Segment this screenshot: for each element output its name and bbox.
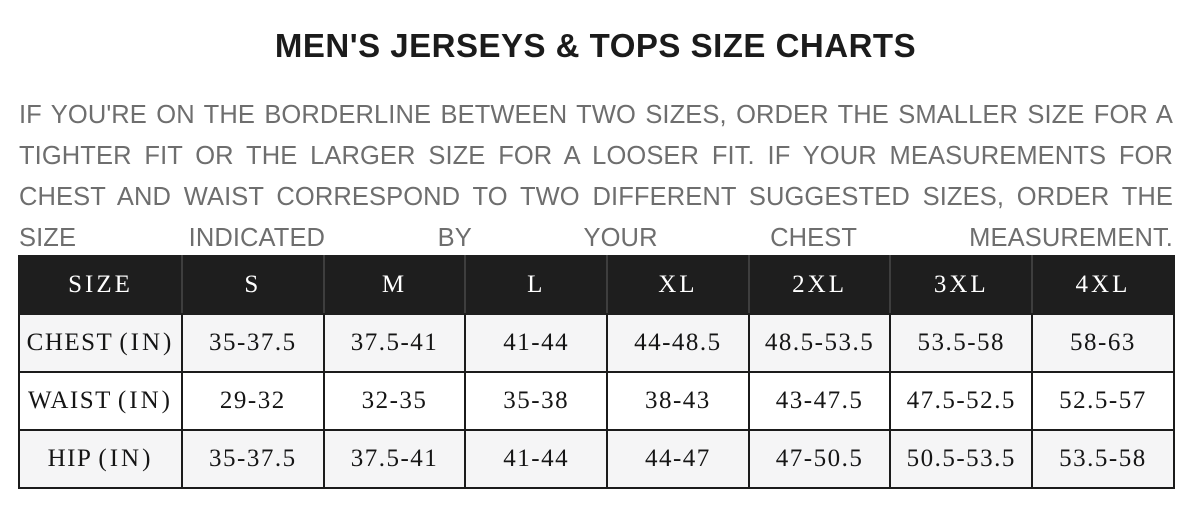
column-header-m: M (322, 255, 467, 315)
table-body: CHEST (IN) 35-37.5 37.5-41 41-44 44-48.5 … (18, 313, 1175, 489)
cell-waist-s: 29-32 (181, 371, 325, 431)
cell-hip-s: 35-37.5 (181, 429, 325, 489)
sizing-instructions-note: IF YOU'RE ON THE BORDERLINE BETWEEN TWO … (19, 101, 1173, 252)
row-unit-text: (IN) (98, 445, 154, 472)
column-header-xl: XL (606, 255, 750, 315)
cell-chest-xl: 44-48.5 (606, 313, 750, 373)
page-title: MEN'S JERSEYS & TOPS SIZE CHARTS (274, 27, 917, 64)
cell-hip-4xl: 53.5-58 (1031, 429, 1175, 489)
column-header-4xl: 4XL (1031, 255, 1175, 315)
cell-waist-l: 35-38 (464, 371, 609, 431)
table-header: SIZE S M L XL 2XL 3XL 4XL (18, 255, 1175, 315)
size-chart-table: SIZE S M L XL 2XL 3XL 4XL CHEST (IN) 35-3… (18, 255, 1175, 489)
cell-waist-3xl: 47.5-52.5 (889, 371, 1034, 431)
column-header-l: L (464, 255, 609, 315)
table-row: HIP (IN) 35-37.5 37.5-41 41-44 44-47 47-5… (18, 429, 1175, 489)
table-header-row: SIZE S M L XL 2XL 3XL 4XL (18, 255, 1175, 315)
column-header-2xl: 2XL (747, 255, 892, 315)
cell-waist-xl: 38-43 (606, 371, 750, 431)
row-label-chest: CHEST (IN) (18, 313, 183, 373)
cell-hip-m: 37.5-41 (322, 429, 467, 489)
table-row: CHEST (IN) 35-37.5 37.5-41 41-44 44-48.5 … (18, 313, 1175, 373)
row-label-waist: WAIST (IN) (18, 371, 183, 431)
size-table-container: SIZE S M L XL 2XL 3XL 4XL CHEST (IN) 35-3… (18, 255, 1175, 489)
row-label-text: CHEST (26, 329, 114, 356)
column-header-3xl: 3XL (889, 255, 1034, 315)
cell-hip-2xl: 47-50.5 (747, 429, 892, 489)
column-header-size: SIZE (18, 255, 183, 315)
cell-chest-l: 41-44 (464, 313, 609, 373)
cell-waist-2xl: 43-47.5 (747, 371, 892, 431)
cell-hip-l: 41-44 (464, 429, 609, 489)
cell-chest-4xl: 58-63 (1031, 313, 1175, 373)
cell-chest-2xl: 48.5-53.5 (747, 313, 892, 373)
cell-hip-3xl: 50.5-53.5 (889, 429, 1034, 489)
row-unit-text: (IN) (119, 329, 175, 356)
cell-waist-4xl: 52.5-57 (1031, 371, 1175, 431)
table-row: WAIST (IN) 29-32 32-35 35-38 38-43 43-47.… (18, 371, 1175, 431)
cell-hip-xl: 44-47 (606, 429, 750, 489)
row-label-hip: HIP (IN) (18, 429, 183, 489)
column-header-s: S (181, 255, 325, 315)
row-label-text: WAIST (28, 387, 112, 414)
cell-chest-s: 35-37.5 (181, 313, 325, 373)
cell-waist-m: 32-35 (322, 371, 467, 431)
row-unit-text: (IN) (117, 387, 173, 414)
cell-chest-m: 37.5-41 (322, 313, 467, 373)
cell-chest-3xl: 53.5-58 (889, 313, 1034, 373)
row-label-text: HIP (47, 445, 93, 472)
